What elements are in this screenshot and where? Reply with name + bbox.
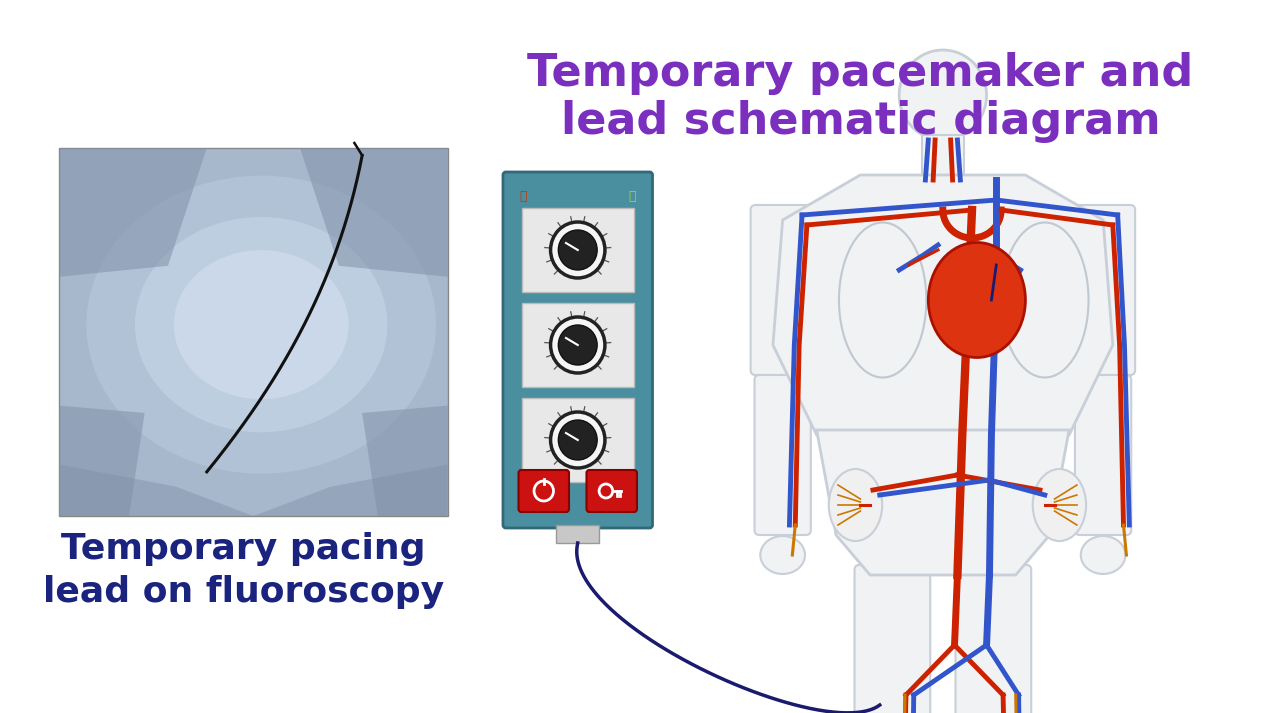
FancyBboxPatch shape (522, 398, 634, 482)
Text: Temporary pacemaker and: Temporary pacemaker and (527, 52, 1193, 95)
Polygon shape (300, 148, 448, 277)
FancyBboxPatch shape (750, 205, 814, 375)
FancyBboxPatch shape (522, 303, 634, 387)
Text: Temporary pacing: Temporary pacing (61, 532, 426, 566)
FancyBboxPatch shape (503, 172, 652, 528)
Ellipse shape (174, 250, 348, 399)
FancyBboxPatch shape (587, 470, 637, 512)
Circle shape (559, 420, 597, 460)
Ellipse shape (135, 217, 388, 432)
FancyBboxPatch shape (556, 525, 600, 543)
Ellipse shape (87, 175, 436, 473)
Ellipse shape (1032, 469, 1086, 541)
Ellipse shape (1081, 536, 1125, 574)
Ellipse shape (760, 536, 805, 574)
FancyBboxPatch shape (1071, 205, 1136, 375)
Ellipse shape (929, 242, 1026, 357)
Text: lead on fluoroscopy: lead on fluoroscopy (43, 575, 444, 609)
FancyBboxPatch shape (921, 135, 965, 180)
FancyBboxPatch shape (522, 208, 634, 292)
Text: 💡: 💡 (519, 190, 527, 203)
Polygon shape (362, 406, 448, 516)
FancyBboxPatch shape (59, 148, 448, 516)
Polygon shape (59, 406, 144, 516)
FancyBboxPatch shape (956, 565, 1031, 713)
FancyBboxPatch shape (1074, 375, 1132, 535)
FancyBboxPatch shape (518, 470, 569, 512)
Polygon shape (773, 175, 1113, 435)
Text: lead schematic diagram: lead schematic diagram (560, 100, 1160, 143)
Circle shape (559, 230, 597, 270)
FancyBboxPatch shape (754, 375, 810, 535)
Ellipse shape (829, 469, 882, 541)
Ellipse shape (900, 50, 986, 140)
FancyBboxPatch shape (855, 565, 930, 713)
Polygon shape (59, 148, 207, 277)
Circle shape (550, 317, 605, 373)
Circle shape (550, 222, 605, 278)
Polygon shape (817, 430, 1069, 575)
Text: 💡: 💡 (628, 190, 635, 203)
Polygon shape (59, 464, 448, 516)
Circle shape (559, 325, 597, 365)
Circle shape (550, 412, 605, 468)
